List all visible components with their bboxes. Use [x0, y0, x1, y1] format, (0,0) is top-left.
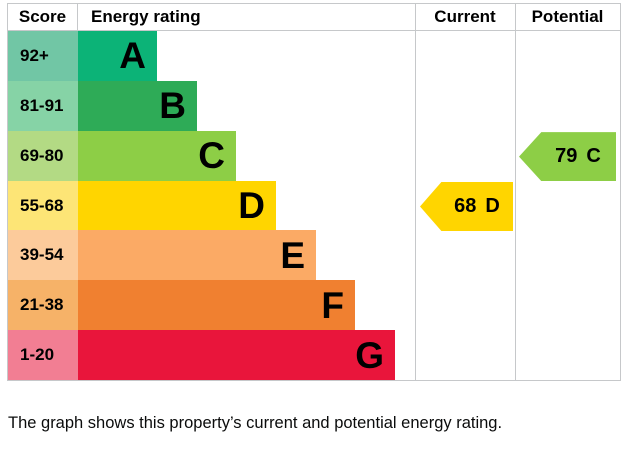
potential-rating-letter: C	[586, 145, 601, 168]
score-cell: 21-38	[8, 280, 78, 331]
rating-bar: C	[78, 130, 236, 181]
band-row-d: 55-68 D	[8, 180, 620, 231]
rating-bar: G	[78, 330, 395, 381]
score-cell: 39-54	[8, 230, 78, 281]
band-row-c: 69-80 C	[8, 130, 620, 181]
current-rating-value: 68	[454, 195, 477, 217]
current-rating-marker: 68 D	[420, 182, 513, 231]
score-cell: 69-80	[8, 130, 78, 181]
potential-column-separator	[515, 4, 516, 380]
score-cell: 92+	[8, 31, 78, 81]
current-column-separator	[415, 4, 416, 380]
header-energy-rating: Energy rating	[91, 7, 201, 26]
header-current: Current	[434, 7, 496, 26]
score-cell: 55-68	[8, 180, 78, 231]
band-row-b: 81-91 B	[8, 80, 620, 131]
band-row-g: 1-20 G	[8, 330, 620, 381]
rating-bar: A	[78, 31, 157, 81]
chart-body: 92+ A 81-91 B 69-80 C 55-68 D 39-54 E 21…	[8, 31, 620, 381]
header-score: Score	[8, 4, 78, 30]
epc-chart: Score Energy rating Current Potential 92…	[7, 3, 621, 381]
current-rating-letter: D	[485, 195, 500, 217]
band-row-f: 21-38 F	[8, 280, 620, 331]
rating-bar: D	[78, 180, 276, 231]
band-row-a: 92+ A	[8, 31, 620, 81]
rating-bar: E	[78, 230, 316, 281]
chart-header: Score Energy rating Current Potential	[8, 4, 620, 31]
header-potential: Potential	[531, 7, 604, 26]
rating-bar: B	[78, 80, 197, 131]
score-cell: 1-20	[8, 330, 78, 381]
chart-caption: The graph shows this property’s current …	[8, 414, 503, 432]
rating-bar: F	[78, 280, 355, 331]
band-row-e: 39-54 E	[8, 230, 620, 281]
potential-rating-marker: 79 C	[519, 132, 616, 182]
potential-rating-value: 79	[555, 145, 578, 168]
score-cell: 81-91	[8, 80, 78, 131]
